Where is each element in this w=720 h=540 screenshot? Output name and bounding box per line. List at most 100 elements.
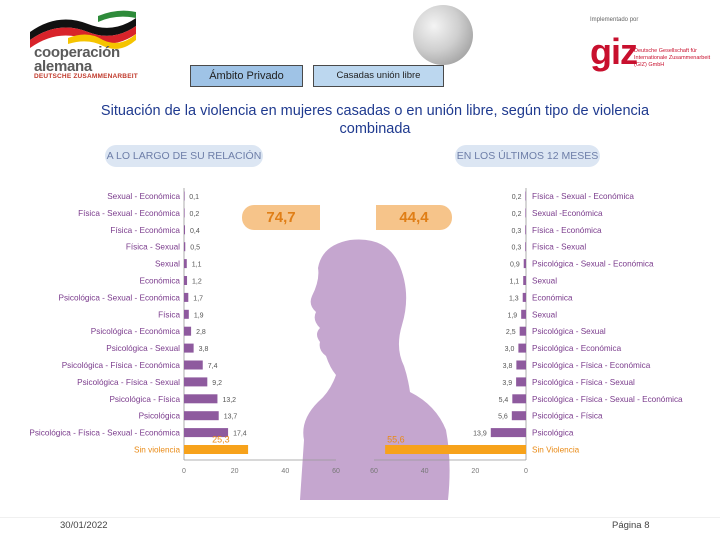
left-category-label: Sexual - Económica: [107, 192, 180, 201]
right-value-label: 3,9: [502, 380, 512, 387]
right-category-label: Psicológica - Física - Sexual - Económic…: [532, 395, 683, 404]
left-bars: Sexual - Económica 0,1 Física - Sexual - E…: [29, 191, 249, 455]
left-bar: [184, 259, 187, 269]
right-bar: [518, 343, 526, 353]
logo-text-cooperacion: cooperación: [34, 44, 120, 61]
left-value-label: 0,2: [190, 211, 200, 218]
logo-text-deutsche: DEUTSCHE ZUSAMMENARBEIT: [34, 73, 138, 80]
tab-casadas-union-libre[interactable]: Casadas unión libre: [313, 65, 444, 87]
left-value-label: 0,5: [190, 245, 200, 252]
left-bar: [184, 343, 194, 353]
right-category-label: Psicológica: [532, 429, 574, 438]
right-bar: [519, 326, 526, 336]
left-tick-label: 0: [182, 468, 186, 475]
footer-page-number: Página 8: [612, 520, 650, 531]
right-category-label: Psicológica - Física - Sexual: [532, 378, 635, 387]
footer-date: 30/01/2022: [60, 520, 108, 531]
left-bar: [184, 242, 186, 252]
tab-ambito-privado[interactable]: Ámbito Privado: [190, 65, 303, 87]
right-category-label: Psicológica - Sexual: [532, 327, 606, 336]
right-category-label: Sexual: [532, 310, 557, 319]
left-tick-label: 20: [231, 468, 239, 475]
right-bar: [525, 225, 526, 235]
left-bar: [184, 428, 229, 438]
right-bar: [512, 394, 526, 404]
right-category-label: Sexual: [532, 277, 557, 286]
right-bar: [525, 208, 526, 218]
right-value-label: 13,9: [473, 431, 487, 438]
left-bar: [184, 276, 188, 285]
right-value-label: 3,8: [503, 363, 513, 370]
left-category-label: Física - Sexual: [126, 243, 180, 252]
right-category-label: Económica: [532, 293, 573, 302]
right-value-label: 55,6: [387, 435, 405, 445]
right-category-label: Psicológica - Económica: [532, 344, 622, 353]
footer-divider: [0, 517, 720, 518]
left-category-label: Psicológica: [139, 412, 181, 421]
left-value-label: 13,7: [224, 414, 238, 421]
right-category-label: Física - Sexual - Económica: [532, 192, 634, 201]
right-category-label: Psicológica - Física: [532, 412, 603, 421]
right-category-label: Física - Económica: [532, 226, 602, 235]
left-value-label: 17,4: [233, 431, 247, 438]
right-value-label: 0,3: [512, 228, 522, 235]
left-value-label: 7,4: [208, 363, 218, 370]
german-bolivian-flag-icon: [30, 10, 136, 49]
right-tick-label: 40: [421, 468, 429, 475]
left-category-label: Económica: [139, 277, 180, 286]
right-tick-label: 60: [370, 468, 378, 475]
left-bar: [184, 292, 189, 302]
left-value-label: 3,8: [199, 346, 209, 353]
right-value-label: 1,1: [509, 279, 519, 286]
implemented-by-text: Implementado por: [590, 17, 639, 23]
left-value-label: 2,8: [196, 329, 206, 336]
left-bar: [184, 360, 203, 370]
right-value-label: 2,5: [506, 329, 516, 336]
left-value-label: 0,1: [189, 194, 199, 201]
right-category-label: Sexual -Económica: [532, 209, 603, 218]
left-value-label: 9,2: [212, 380, 222, 387]
globe-icon: [413, 5, 473, 65]
left-bar: [184, 411, 219, 421]
chart-title: Situación de la violencia en mujeres cas…: [100, 103, 650, 137]
right-tick-label: 20: [471, 468, 479, 475]
left-category-label: Psicológica - Física - Sexual: [77, 378, 180, 387]
left-value-label: 1,2: [192, 279, 202, 286]
left-category-label: Sin violencia: [134, 446, 180, 455]
left-bar: [184, 208, 185, 218]
right-value-label: 3,0: [505, 346, 515, 353]
right-category-label: Sin Violencia: [532, 446, 580, 455]
right-bar: [385, 445, 526, 454]
giz-subtitle: Deutsche Gesellschaft für Internationale…: [634, 48, 711, 68]
left-bar: [184, 225, 186, 235]
right-bar: [523, 276, 526, 285]
total-left-value: 74,7: [242, 205, 320, 230]
left-value-label: 1,7: [193, 295, 203, 302]
right-value-label: 0,9: [510, 262, 520, 269]
right-value-label: 1,3: [509, 295, 519, 302]
left-bar: [184, 394, 218, 404]
left-category-label: Psicológica - Física - Económica: [62, 361, 181, 370]
right-bar: [490, 428, 526, 438]
left-category-label: Psicológica - Económica: [91, 327, 181, 336]
total-right-value: 44,4: [376, 205, 452, 230]
left-category-label: Psicológica - Física - Sexual - Económic…: [29, 429, 180, 438]
right-bar: [511, 411, 526, 421]
left-category-label: Sexual: [155, 260, 180, 269]
giz-logo: giz: [590, 31, 638, 72]
right-value-label: 5,4: [499, 397, 509, 404]
right-bars: Física - Sexual - Económica 0,2 Sexual -Ec…: [385, 191, 683, 455]
right-bar: [516, 377, 526, 387]
right-value-label: 1,9: [507, 312, 517, 319]
left-value-label: 1,9: [194, 312, 204, 319]
left-bar: [184, 445, 249, 454]
right-value-label: 0,3: [512, 245, 522, 252]
left-category-label: Física - Sexual - Económica: [78, 209, 180, 218]
right-bar: [516, 360, 526, 370]
right-bar: [525, 191, 526, 201]
left-category-label: Psicológica - Sexual - Económica: [58, 293, 180, 302]
left-category-label: Psicológica - Sexual: [106, 344, 180, 353]
left-value-label: 25,3: [212, 435, 230, 445]
right-value-label: 5,6: [498, 414, 508, 421]
